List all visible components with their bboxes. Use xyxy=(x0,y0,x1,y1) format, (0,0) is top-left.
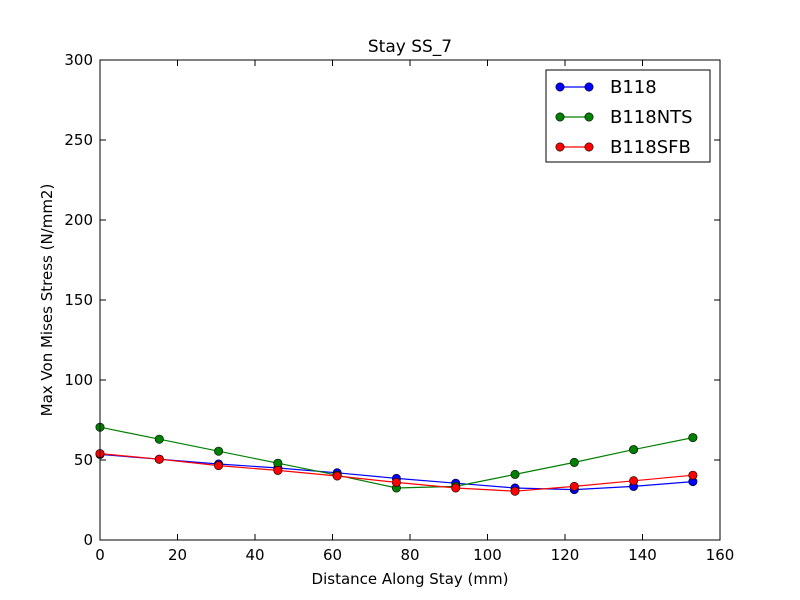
series-layer xyxy=(95,422,698,496)
legend-item: B118NTS xyxy=(555,107,693,128)
x-tick-label: 100 xyxy=(473,546,502,564)
data-point xyxy=(391,477,401,487)
y-axis-label: Max Von Mises Stress (N/mm2) xyxy=(38,184,56,417)
data-point xyxy=(688,470,698,480)
data-point xyxy=(332,471,342,481)
y-tick-label: 0 xyxy=(83,531,93,549)
y-tick-label: 100 xyxy=(64,371,93,389)
x-tick-label: 160 xyxy=(706,546,735,564)
legend-label: B118SFB xyxy=(610,137,691,158)
axis-ticks: 0 20 40 60 80 100 120 140 160 0 50 100 150 200 250 300 xyxy=(64,51,734,564)
chart-title: Stay SS_7 xyxy=(368,37,452,57)
legend-label: B118 xyxy=(610,77,657,98)
legend-marker xyxy=(555,142,565,152)
x-tick-label: 80 xyxy=(400,546,419,564)
legend-marker xyxy=(555,82,565,92)
legend-marker xyxy=(584,82,594,92)
data-point xyxy=(154,434,164,444)
y-tick-label: 50 xyxy=(74,451,93,469)
x-tick-label: 40 xyxy=(245,546,264,564)
data-point xyxy=(273,465,283,475)
data-point xyxy=(569,457,579,467)
data-point xyxy=(451,483,461,493)
data-point xyxy=(688,433,698,443)
data-point xyxy=(510,486,520,496)
y-tick-label: 150 xyxy=(64,291,93,309)
legend-marker xyxy=(555,112,565,122)
data-point xyxy=(629,476,639,486)
legend-item: B118 xyxy=(555,77,657,98)
data-point xyxy=(569,481,579,491)
series-b118sfb xyxy=(95,449,698,496)
data-point xyxy=(510,469,520,479)
legend-label: B118NTS xyxy=(610,107,693,128)
legend-marker xyxy=(584,112,594,122)
data-point xyxy=(214,446,224,456)
legend-item: B118SFB xyxy=(555,137,691,158)
legend-marker xyxy=(584,142,594,152)
y-tick-label: 300 xyxy=(64,51,93,69)
data-point xyxy=(629,445,639,455)
x-tick-label: 60 xyxy=(323,546,342,564)
x-tick-label: 0 xyxy=(95,546,105,564)
y-tick-label: 200 xyxy=(64,211,93,229)
x-axis-label: Distance Along Stay (mm) xyxy=(312,570,509,588)
x-tick-label: 140 xyxy=(628,546,657,564)
x-tick-label: 120 xyxy=(551,546,580,564)
legend: B118 B118NTS B118SFB xyxy=(545,69,711,163)
data-point xyxy=(154,454,164,464)
x-tick-label: 20 xyxy=(168,546,187,564)
data-point xyxy=(214,461,224,471)
y-tick-label: 250 xyxy=(64,131,93,149)
